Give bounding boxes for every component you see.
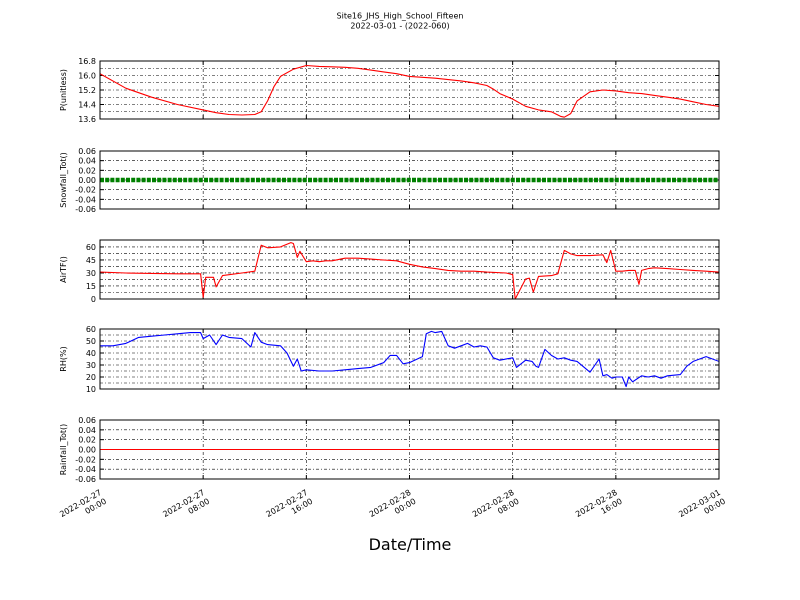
panel-frame [99, 328, 720, 390]
y-tick-label: -0.04 [75, 465, 96, 474]
y-tick-label: 60 [86, 243, 96, 252]
y-tick-label: 0.00 [78, 446, 96, 455]
panel-frame [99, 239, 720, 300]
y-tick-label: 0 [91, 295, 96, 304]
x-tick-label: 2022-02-2808:00 [471, 488, 521, 528]
y-tick-label: 16.0 [78, 72, 96, 81]
y-tick-label: 30 [86, 361, 96, 370]
y-tick-label: 16.8 [78, 57, 96, 66]
y-tick-label: 60 [86, 325, 96, 334]
y-tick-label: 50 [86, 337, 96, 346]
panel-3: 0 15 30 45 60 AirTF() [59, 239, 720, 304]
x-tick-label: 2022-02-2700:00 [58, 488, 108, 528]
y-tick-label: -0.06 [75, 205, 96, 214]
y-tick-label: -0.02 [75, 186, 96, 195]
panel-1: 13.6 14.4 15.2 16.0 16.8 P(unitless) [59, 57, 720, 124]
y-tick-label: 0.06 [78, 416, 96, 425]
y-tick-label: 40 [86, 349, 96, 358]
data-series-1 [100, 330, 719, 388]
x-tick-label: 2022-03-0100:00 [677, 488, 727, 528]
panel-frame [99, 419, 720, 480]
panel-2: -0.06-0.04-0.020.000.020.040.06 Snowfall_… [59, 147, 720, 214]
y-tick-label: 0.04 [78, 426, 96, 435]
x-axis-tick-labels: 2022-02-2700:00 2022-02-2708:00 2022-02-27… [58, 488, 727, 528]
y-axis-label: Snowfall_Tot() [59, 152, 68, 208]
y-tick-label: 13.6 [78, 115, 96, 124]
y-tick-label: 0.06 [78, 147, 96, 156]
x-axis-label: Date/Time [369, 535, 452, 554]
chart-title: Site16_JHS_High_School_Fifteen [337, 12, 464, 21]
y-tick-label: 15 [86, 282, 96, 291]
y-tick-label: 0.02 [78, 436, 96, 445]
x-tick-label: 2022-02-2708:00 [161, 488, 211, 528]
y-axis-label: P(unitless) [59, 69, 68, 111]
panel-5: -0.06-0.04-0.020.000.020.040.06 Rainfall_… [59, 416, 720, 484]
x-tick-label: 2022-02-2716:00 [265, 488, 315, 528]
panel-4: 10 20 30 40 50 60 RH(%) [59, 325, 720, 394]
y-tick-label: 20 [86, 373, 96, 382]
panel-frame [99, 60, 720, 120]
y-axis-label: AirTF() [59, 256, 68, 283]
data-series-1 [100, 64, 719, 118]
y-tick-label: 0.04 [78, 157, 96, 166]
y-tick-label: 0.02 [78, 166, 96, 175]
x-tick-label: 2022-02-2816:00 [574, 488, 624, 528]
y-tick-label: -0.02 [75, 455, 96, 464]
data-series-1 [100, 242, 719, 299]
y-tick-label: 45 [86, 256, 96, 265]
y-tick-label: -0.06 [75, 475, 96, 484]
x-tick-label: 2022-02-2800:00 [368, 488, 418, 528]
y-tick-label: -0.04 [75, 195, 96, 204]
chart-panels: 13.614.415.216.016.8P(unitless)-0.06-0.0… [59, 57, 720, 484]
y-axis-label: Rainfall_Tot() [59, 424, 68, 476]
y-tick-label: 14.4 [78, 101, 96, 110]
y-axis-label: RH(%) [59, 346, 68, 371]
y-tick-label: 30 [86, 269, 96, 278]
y-tick-label: 0.00 [78, 176, 96, 185]
panel-frame [99, 150, 720, 210]
y-tick-label: 15.2 [78, 86, 96, 95]
y-tick-label: 10 [86, 385, 96, 394]
chart-subtitle: 2022-03-01 - (2022-060) [350, 22, 449, 31]
